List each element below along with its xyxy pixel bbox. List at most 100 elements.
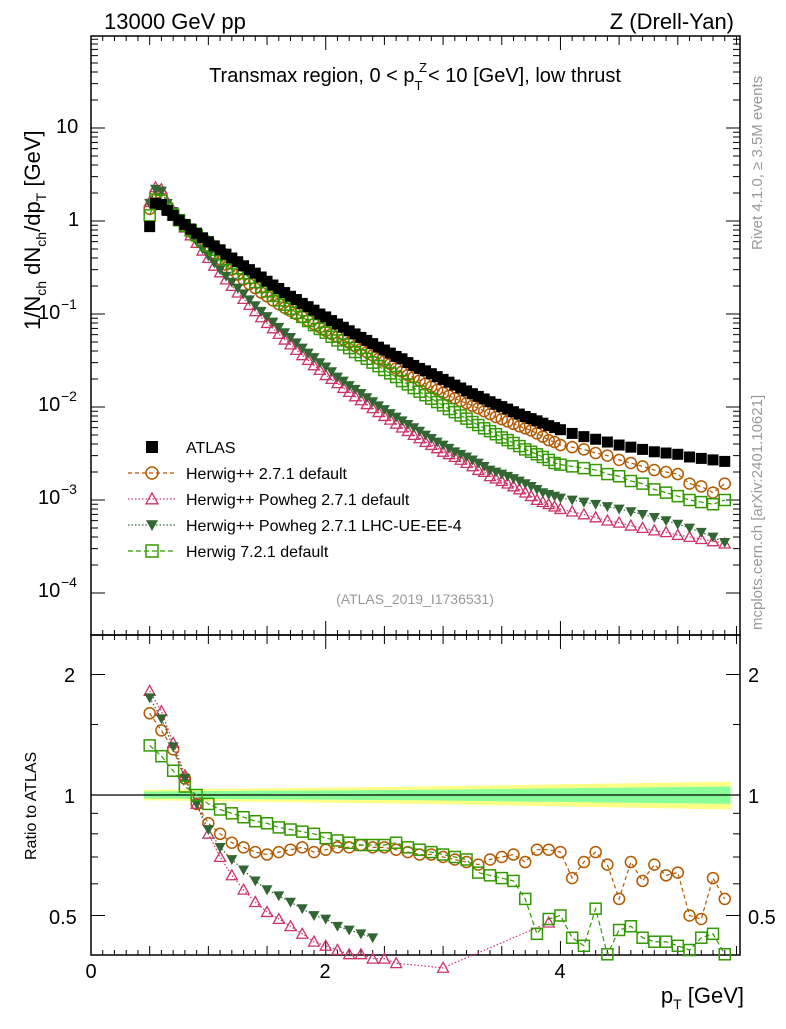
main-data-point <box>530 427 544 440</box>
ratio-data-point <box>260 848 274 861</box>
ratio-data-point <box>295 825 309 838</box>
ratio-data-point <box>495 850 509 864</box>
main-data-point <box>155 199 167 211</box>
main-data-point <box>613 439 625 451</box>
main-data-point <box>367 397 379 408</box>
x-tick-label: 4 <box>554 961 565 983</box>
main-data-point <box>279 287 291 299</box>
ratio-data-point <box>589 845 602 859</box>
main-data-point <box>477 465 491 478</box>
main-series-line <box>149 198 725 505</box>
main-data-point <box>201 251 215 264</box>
main-y-tick-exponent: −1 <box>61 296 77 312</box>
ratio-data-point <box>342 947 356 960</box>
ratio-data-point <box>238 865 250 876</box>
main-data-point <box>419 430 431 441</box>
main-data-point <box>307 358 321 371</box>
header-right: Z (Drell-Yan) <box>610 9 734 34</box>
main-data-point <box>547 499 562 512</box>
main-data-point <box>719 455 731 467</box>
ratio-data-point <box>343 925 355 936</box>
main-data-point <box>255 271 267 283</box>
main-data-point <box>465 459 480 472</box>
main-data-point <box>648 512 660 523</box>
main-data-point <box>173 214 185 226</box>
main-data-point <box>648 463 661 477</box>
ratio-data-point <box>190 788 203 802</box>
ratio-data-point <box>166 764 180 777</box>
main-data-point <box>484 396 496 408</box>
ratio-data-point <box>319 831 332 845</box>
main-data-point <box>355 331 367 343</box>
mcplots-label: mcplots.cern.ch [arXiv:2401.10621] <box>749 395 766 630</box>
main-data-point <box>301 353 315 366</box>
main-data-point <box>600 513 614 526</box>
ratio-data-point <box>155 749 168 763</box>
main-data-point <box>360 397 374 410</box>
ratio-data-point <box>248 895 262 908</box>
main-data-point <box>659 525 673 538</box>
main-data-point <box>513 420 526 433</box>
main-data-point <box>531 415 543 427</box>
main-data-point <box>354 393 368 406</box>
main-data-point <box>554 493 566 504</box>
main-data-point <box>683 493 696 507</box>
main-data-point <box>577 443 591 456</box>
ratio-data-point <box>154 704 169 717</box>
ratio-data-point <box>565 871 579 885</box>
main-data-point <box>336 381 350 394</box>
main-data-point <box>243 295 255 306</box>
main-y-tick-label: 10 <box>38 394 60 416</box>
ratio-data-point <box>589 902 602 915</box>
main-data-point <box>361 334 373 346</box>
main-data-point <box>613 504 625 515</box>
ratio-data-point <box>331 921 343 932</box>
main-data-point <box>483 407 497 421</box>
ratio-data-point <box>201 826 215 839</box>
ratio-data-point <box>448 853 462 866</box>
main-y-tick-label: 1 <box>68 209 79 231</box>
main-data-point <box>659 486 673 499</box>
ratio-data-point <box>624 855 638 869</box>
main-data-point <box>647 523 661 536</box>
main-data-point <box>419 365 431 377</box>
main-data-point <box>232 256 244 268</box>
main-data-point <box>448 450 462 463</box>
main-data-point <box>519 479 531 490</box>
ratio-data-point <box>272 845 286 859</box>
ratio-data-point <box>249 876 261 887</box>
main-data-point <box>489 410 503 424</box>
main-data-point <box>408 359 420 371</box>
legend: ATLAS Herwig++ 2.7.1 default Herwig++ Powh… <box>128 440 462 561</box>
main-data-point <box>466 399 479 413</box>
main-data-point <box>167 209 179 221</box>
header-left: 13000 GeV pp <box>104 9 246 34</box>
main-data-point <box>290 294 302 306</box>
ratio-data-point <box>260 905 274 918</box>
main-data-point <box>554 424 566 436</box>
main-data-point <box>191 227 203 239</box>
main-data-point <box>565 440 579 454</box>
main-data-point <box>612 453 626 467</box>
ratio-data-point <box>577 855 591 869</box>
main-data-point <box>208 240 220 252</box>
main-data-point <box>196 232 208 244</box>
main-data-point <box>290 338 302 349</box>
main-data-point <box>637 510 649 520</box>
main-data-point <box>577 507 591 520</box>
ratio-data-point <box>367 933 379 944</box>
main-data-point <box>226 277 238 288</box>
main-data-point <box>414 426 426 437</box>
ratio-data-point <box>214 842 226 853</box>
ratio-data-point <box>272 912 286 925</box>
main-y-tick-exponent: −4 <box>61 574 77 590</box>
main-data-point <box>430 441 444 454</box>
ratio-data-point <box>507 848 520 861</box>
main-data-point <box>478 461 490 472</box>
main-data-point <box>402 419 414 430</box>
main-data-point <box>625 441 637 453</box>
main-data-point <box>660 516 672 527</box>
ratio-data-point <box>554 909 567 922</box>
main-data-point <box>249 267 261 279</box>
main-data-point <box>343 381 355 392</box>
